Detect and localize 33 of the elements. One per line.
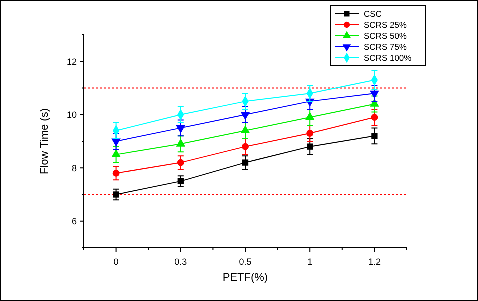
legend-label: SCRS 25%: [364, 20, 408, 30]
x-tick-label: 1.2: [368, 257, 381, 267]
point: [242, 160, 249, 166]
x-tick-label: 1: [308, 257, 313, 267]
x-tick-label: 0.3: [174, 257, 188, 267]
x-axis-title: PETF(%): [222, 272, 268, 284]
y-axis-title: Flow Time (s): [39, 108, 51, 174]
point: [176, 138, 186, 147]
x-tick-label: 0.5: [239, 257, 252, 267]
y-tick-label: 12: [66, 56, 77, 67]
y-tick-label: 6: [72, 216, 77, 227]
y-tick-label: 10: [66, 110, 77, 120]
point: [306, 130, 314, 137]
point: [113, 192, 120, 198]
point: [242, 143, 249, 150]
point: [240, 125, 250, 134]
x-tick-label: 0: [114, 257, 119, 267]
point: [178, 178, 184, 185]
point: [372, 133, 378, 140]
point: [112, 149, 121, 158]
legend-label: CSC: [364, 8, 382, 19]
point: [177, 159, 184, 166]
point: [176, 125, 186, 134]
legend-label: SCRS 100%: [364, 52, 412, 63]
point: [370, 90, 380, 99]
point: [112, 170, 120, 177]
point: [371, 114, 378, 122]
point: [240, 112, 250, 120]
legend-label: SCRS 75%: [364, 42, 408, 52]
point: [305, 112, 315, 120]
y-tick-label: 8: [72, 163, 77, 174]
point: [307, 144, 314, 150]
legend-label: SCRS 50%: [364, 30, 408, 41]
